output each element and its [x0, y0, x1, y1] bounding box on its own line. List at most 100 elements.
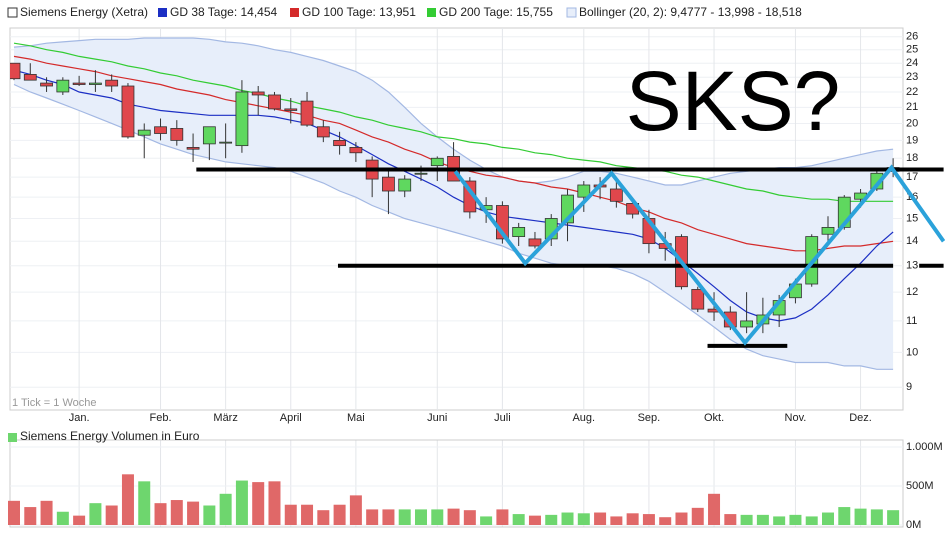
y-tick-label: 18	[906, 152, 918, 164]
bar	[447, 508, 460, 525]
candle-body	[430, 157, 444, 167]
bar	[154, 503, 167, 525]
bar	[528, 515, 541, 525]
bar	[740, 514, 753, 525]
y-tick-label: 20	[906, 117, 918, 129]
candle-body	[202, 126, 216, 145]
bar	[366, 509, 379, 525]
bar	[773, 516, 786, 525]
bar	[545, 514, 558, 525]
bollinger-band	[14, 38, 894, 370]
candle-body	[740, 320, 753, 328]
bar	[284, 504, 297, 525]
bollinger-lower	[13, 83, 894, 370]
x-tick-label: Sep.	[638, 412, 661, 424]
bar	[512, 514, 525, 525]
bar	[691, 507, 704, 525]
legend-swatch	[8, 433, 17, 442]
bar	[805, 516, 818, 525]
bar	[854, 508, 867, 525]
chart-note: 1 Tick = 1 Woche	[12, 397, 96, 409]
y-tick-label: 15	[906, 212, 918, 224]
y-tick-label: 26	[906, 31, 918, 43]
legend-swatch	[158, 8, 167, 17]
plot-frame	[9, 439, 904, 528]
candle-body	[414, 172, 428, 175]
bar	[56, 511, 69, 525]
x-tick-label: Juni	[427, 412, 447, 424]
y-tick-label: 10	[906, 346, 918, 358]
candle-body	[105, 79, 119, 87]
y-tick-label: 24	[906, 57, 918, 69]
y-tick-label: 22	[906, 86, 918, 98]
bar	[317, 510, 330, 525]
candle-body	[23, 74, 37, 81]
bar	[594, 512, 607, 525]
x-tick-label: Okt.	[704, 412, 724, 424]
bar	[838, 507, 851, 525]
y-tick-label: 12	[906, 286, 918, 298]
bar	[170, 500, 183, 525]
candle-body	[121, 85, 135, 138]
bar	[349, 495, 362, 525]
bar	[463, 510, 476, 525]
y-tick-label: 25	[906, 44, 918, 56]
legend-swatch	[7, 7, 18, 18]
legend-label: Siemens Energy (Xetra)	[20, 5, 148, 19]
y-tick-label: 19	[906, 134, 918, 146]
x-tick-label: Juli	[494, 412, 511, 424]
candle-body	[528, 238, 542, 247]
y-tick-label: 17	[906, 171, 918, 183]
bar	[203, 505, 216, 525]
candle-body	[284, 108, 298, 111]
bar	[138, 481, 151, 525]
bar	[121, 474, 134, 525]
bar	[105, 505, 118, 525]
bar	[626, 513, 639, 525]
bar	[73, 515, 86, 525]
bar	[219, 493, 232, 525]
legend-label: Bollinger (20, 2): 9,4777 - 13,998 - 18,…	[579, 5, 802, 19]
y-tick-label: 13	[906, 260, 918, 272]
bar	[756, 514, 769, 525]
bar	[659, 517, 672, 525]
x-tick-label: März	[213, 412, 237, 424]
annotation-text: SKS?	[626, 54, 841, 148]
y-tick-label: 21	[906, 101, 918, 113]
zigzag-line	[453, 164, 945, 346]
bar	[8, 500, 20, 525]
bar	[642, 514, 655, 525]
bar	[40, 500, 53, 525]
x-tick-label: Nov.	[785, 412, 807, 424]
bar	[333, 504, 346, 525]
y-tick-label: 14	[906, 235, 918, 247]
candle-body	[577, 184, 591, 198]
candle-body	[691, 289, 705, 310]
bar	[480, 516, 493, 525]
candle-body	[235, 91, 249, 147]
bar	[561, 512, 574, 525]
bar	[887, 510, 900, 525]
bar	[610, 516, 623, 525]
candle-body	[609, 188, 623, 202]
x-tick-label: Mai	[347, 412, 365, 424]
candle-body	[40, 82, 53, 87]
candle-body	[186, 147, 200, 150]
x-tick-label: Feb.	[150, 412, 172, 424]
bar	[724, 514, 737, 525]
candle-body	[398, 178, 412, 192]
bar	[708, 493, 721, 525]
y-tick-label: 11	[906, 315, 917, 327]
bar	[870, 509, 883, 525]
candle-body	[316, 126, 330, 138]
bar	[675, 512, 688, 525]
bar	[431, 509, 444, 525]
x-tick-label: Dez.	[849, 412, 872, 424]
bar	[235, 480, 248, 525]
y-tick-label: 500M	[906, 480, 934, 492]
legend-swatch	[290, 8, 299, 17]
candle-body	[137, 129, 151, 136]
candle-body	[89, 82, 102, 85]
